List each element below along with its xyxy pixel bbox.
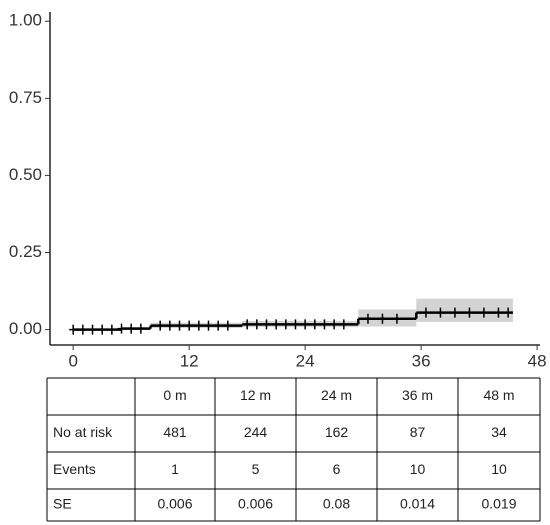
censor-mark bbox=[320, 319, 329, 330]
censor-mark bbox=[262, 319, 271, 330]
censor-mark bbox=[165, 320, 174, 331]
censor-mark bbox=[436, 307, 445, 318]
table-cell: 481 bbox=[163, 424, 187, 440]
censor-mark bbox=[392, 313, 401, 324]
censor-mark bbox=[421, 307, 430, 318]
table-cell: 87 bbox=[410, 424, 426, 440]
censor-mark bbox=[494, 307, 503, 318]
table-cell: 0.08 bbox=[323, 496, 350, 512]
censor-mark bbox=[378, 313, 387, 324]
censor-mark bbox=[204, 320, 213, 331]
table-cell: 10 bbox=[491, 461, 507, 477]
censor-mark bbox=[272, 319, 281, 330]
censor-mark bbox=[117, 323, 126, 334]
table-cell: 0.006 bbox=[238, 496, 273, 512]
y-tick-label: 0.50 bbox=[9, 165, 42, 184]
table-header: 12 m bbox=[240, 387, 271, 403]
censor-mark bbox=[479, 307, 488, 318]
table-cell: 0.014 bbox=[400, 496, 435, 512]
censor-mark bbox=[301, 319, 310, 330]
row-label: SE bbox=[53, 496, 72, 512]
censor-mark bbox=[330, 319, 339, 330]
table-cell: 6 bbox=[333, 461, 341, 477]
table-cell: 1 bbox=[171, 461, 179, 477]
censor-mark bbox=[136, 323, 145, 334]
censor-mark bbox=[243, 319, 252, 330]
x-tick-label: 24 bbox=[296, 351, 315, 370]
y-tick-label: 0.00 bbox=[9, 319, 42, 338]
censor-mark bbox=[98, 324, 107, 335]
table-cell: 10 bbox=[410, 461, 426, 477]
row-label: Events bbox=[53, 461, 96, 477]
censor-mark bbox=[78, 324, 87, 335]
table-cell: 162 bbox=[325, 424, 349, 440]
table-cell: 5 bbox=[252, 461, 260, 477]
x-tick-label: 48 bbox=[528, 351, 547, 370]
censor-mark bbox=[252, 319, 261, 330]
x-tick-label: 12 bbox=[180, 351, 199, 370]
row-label: No at risk bbox=[53, 424, 113, 440]
censor-mark bbox=[504, 307, 513, 318]
table-cell: 244 bbox=[244, 424, 268, 440]
censor-mark bbox=[281, 319, 290, 330]
table-header: 0 m bbox=[163, 387, 186, 403]
y-tick-label: 0.25 bbox=[9, 242, 42, 261]
table-cell: 0.019 bbox=[481, 496, 516, 512]
censor-mark bbox=[185, 320, 194, 331]
x-tick-label: 0 bbox=[68, 351, 77, 370]
censor-mark bbox=[156, 320, 165, 331]
x-tick-label: 36 bbox=[412, 351, 431, 370]
y-tick-label: 1.00 bbox=[9, 11, 42, 30]
censor-mark bbox=[363, 313, 372, 324]
table-cell: 0.006 bbox=[157, 496, 192, 512]
table-cell: 34 bbox=[491, 424, 507, 440]
table-header: 24 m bbox=[321, 387, 352, 403]
censor-mark bbox=[465, 307, 474, 318]
y-tick-label: 0.75 bbox=[9, 88, 42, 107]
censor-mark bbox=[310, 319, 319, 330]
table-header: 36 m bbox=[402, 387, 433, 403]
table-header: 48 m bbox=[483, 387, 514, 403]
censor-mark bbox=[127, 323, 136, 334]
censor-mark bbox=[175, 320, 184, 331]
censor-mark bbox=[194, 320, 203, 331]
censor-mark bbox=[107, 324, 116, 335]
censor-mark bbox=[88, 324, 97, 335]
censor-mark bbox=[339, 319, 348, 330]
censor-mark bbox=[69, 324, 78, 335]
censor-mark bbox=[214, 320, 223, 331]
censor-mark bbox=[291, 319, 300, 330]
censor-mark bbox=[450, 307, 459, 318]
censor-mark bbox=[223, 320, 232, 331]
